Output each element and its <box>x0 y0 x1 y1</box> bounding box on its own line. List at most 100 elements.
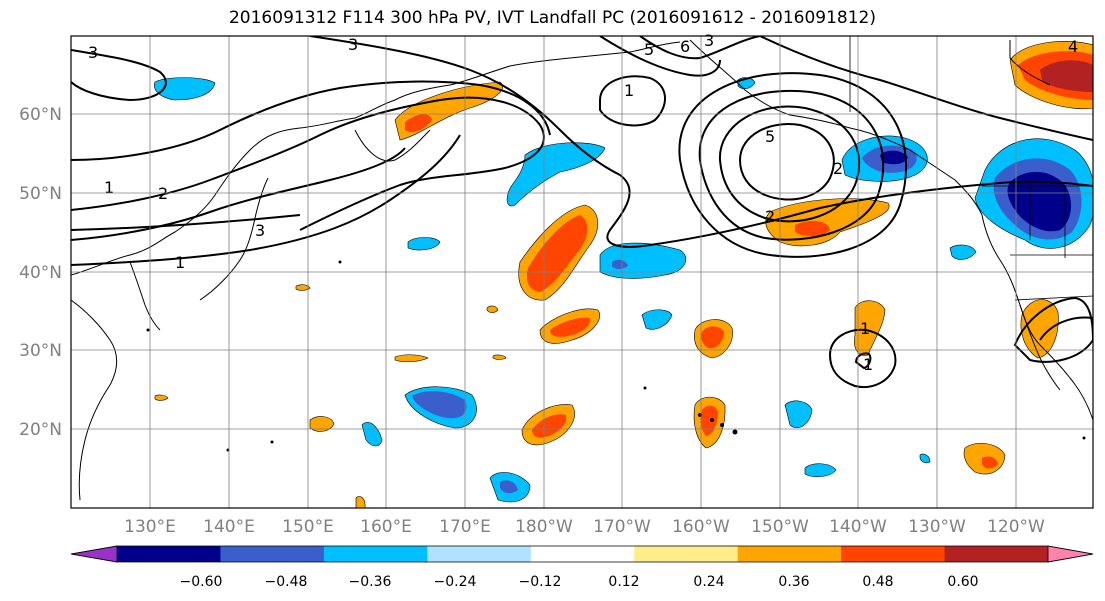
contour-label: 3 <box>255 221 265 240</box>
colorbar-segment <box>841 546 946 562</box>
longitude-labels: 130°E 140°E 150°E 160°E 170°E 180°W 170°… <box>124 517 1045 537</box>
contour-jet-5 <box>639 36 761 60</box>
fill-negative-small2 <box>641 309 673 330</box>
contour-3-top <box>71 49 167 102</box>
colorbar-outline <box>70 545 1094 563</box>
contour-ring-2 <box>678 72 908 258</box>
gridlines <box>71 36 1093 508</box>
fill-negative-south5 <box>804 463 837 477</box>
lat-label: 20°N <box>19 420 62 440</box>
contour-label: 3 <box>348 35 358 54</box>
fill-positive-small3 <box>295 284 311 291</box>
fill-negative-south2 <box>361 421 383 447</box>
fill-positive-small6 <box>154 394 169 401</box>
contour-ring-1 <box>599 75 666 127</box>
fill-positive-baja <box>1020 299 1059 359</box>
fill-positive-small7 <box>355 496 366 508</box>
contour-2-long <box>71 214 301 231</box>
lat-label: 40°N <box>19 263 62 283</box>
fill-positive-nw-canada-core <box>1040 60 1093 92</box>
contour-upper-right <box>759 36 1093 141</box>
coastlines <box>71 39 1093 501</box>
fill-negative-dateline <box>599 242 687 279</box>
lon-label: 140°W <box>829 517 887 537</box>
map-frame <box>70 35 1094 509</box>
contour-label: 5 <box>644 40 654 59</box>
fill-positive-small2 <box>394 354 429 363</box>
contour-se <box>1013 296 1093 363</box>
coast-kamchatka <box>354 129 431 162</box>
fill-negative-central-north <box>506 142 606 207</box>
colorbar-segment <box>427 546 532 562</box>
colorbar-tick: 0.48 <box>862 574 893 590</box>
lon-label: 120°W <box>987 517 1045 537</box>
colorbar-segment <box>737 546 842 562</box>
contour-ring-3 <box>698 89 885 241</box>
colorbar-extend-low <box>70 545 118 563</box>
fill-negative-pnw-core <box>1007 171 1072 232</box>
fill-negative-small1 <box>407 237 441 251</box>
colorbar-segment <box>117 546 221 562</box>
lon-label: 150°E <box>282 517 334 537</box>
colorbar-segment <box>944 546 1049 562</box>
lon-label: 170°E <box>439 517 491 537</box>
colorbar-tick: 0.36 <box>778 574 809 590</box>
colorbar-segment <box>530 546 635 562</box>
fill-positive-hawaii-core <box>701 326 724 349</box>
fill-positive-gulf-core <box>795 220 830 237</box>
fill-positive-small4 <box>486 305 499 313</box>
lon-label: 140°E <box>203 517 255 537</box>
fill-positive-small1 <box>309 416 335 432</box>
lat-label: 50°N <box>19 184 62 204</box>
lon-label: 170°W <box>593 517 651 537</box>
colorbar-tick: −0.60 <box>180 574 223 590</box>
lon-label: 160°E <box>360 517 412 537</box>
contour-mid-1 <box>309 36 1093 248</box>
fill-positive-okhotsk-core <box>405 114 432 132</box>
contour-labels: 3 3 5 6 3 4 1 5 2 1 2 3 1 2 1 1 <box>88 31 1078 374</box>
colorbar-tick-labels: −0.60 −0.48 −0.36 −0.24 −0.12 0.12 0.24 … <box>180 574 979 590</box>
fill-negative-south6 <box>919 453 931 464</box>
contour-label: 3 <box>704 31 714 50</box>
colorbar-segment <box>220 546 325 562</box>
coast-baja <box>1019 304 1061 391</box>
colorbar <box>70 545 1094 563</box>
coast-canada-north <box>1009 40 1051 86</box>
contour-label: 3 <box>88 43 98 62</box>
contour-label: 2 <box>765 207 775 226</box>
coast-asia <box>71 41 681 276</box>
contour-label: 1 <box>175 253 185 272</box>
colorbar-extend-high <box>1047 545 1094 563</box>
contour-ring-5 <box>738 123 835 201</box>
fill-negative-goa-core <box>880 150 908 165</box>
borders <box>849 36 1093 301</box>
lon-label: 160°W <box>672 517 730 537</box>
colorbar-segment <box>634 546 739 562</box>
colorbar-tick: 0.12 <box>608 574 639 590</box>
coast-alaska <box>689 39 983 216</box>
fill-positive-central3-core <box>532 414 567 438</box>
contour-label: 4 <box>1068 37 1078 56</box>
lat-label: 60°N <box>19 105 62 125</box>
fill-positive-central2-core <box>550 317 591 337</box>
colorbar-tick: −0.48 <box>265 574 308 590</box>
contour-ring-4 <box>718 105 861 223</box>
colorbar-tick: −0.36 <box>349 574 392 590</box>
contour-2 <box>71 96 545 231</box>
contour-label: 1 <box>624 81 634 100</box>
contour-1-north <box>71 80 551 161</box>
fill-positive-central1-core <box>526 215 588 292</box>
map-title: 2016091312 F114 300 hPa PV, IVT Landfall… <box>228 8 876 28</box>
contour-1-west <box>71 134 461 266</box>
colorbar-segment <box>323 546 428 562</box>
lon-label: 150°W <box>751 517 809 537</box>
contour-label: 1 <box>863 355 873 374</box>
contour-label: 2 <box>833 159 843 178</box>
contour-label: 2 <box>158 184 168 203</box>
colorbar-tick: 0.60 <box>947 574 978 590</box>
coast-korea <box>129 261 161 331</box>
lon-label: 130°E <box>124 517 176 537</box>
contour-jet-4 <box>599 36 721 77</box>
fill-positive-small5 <box>492 354 507 360</box>
